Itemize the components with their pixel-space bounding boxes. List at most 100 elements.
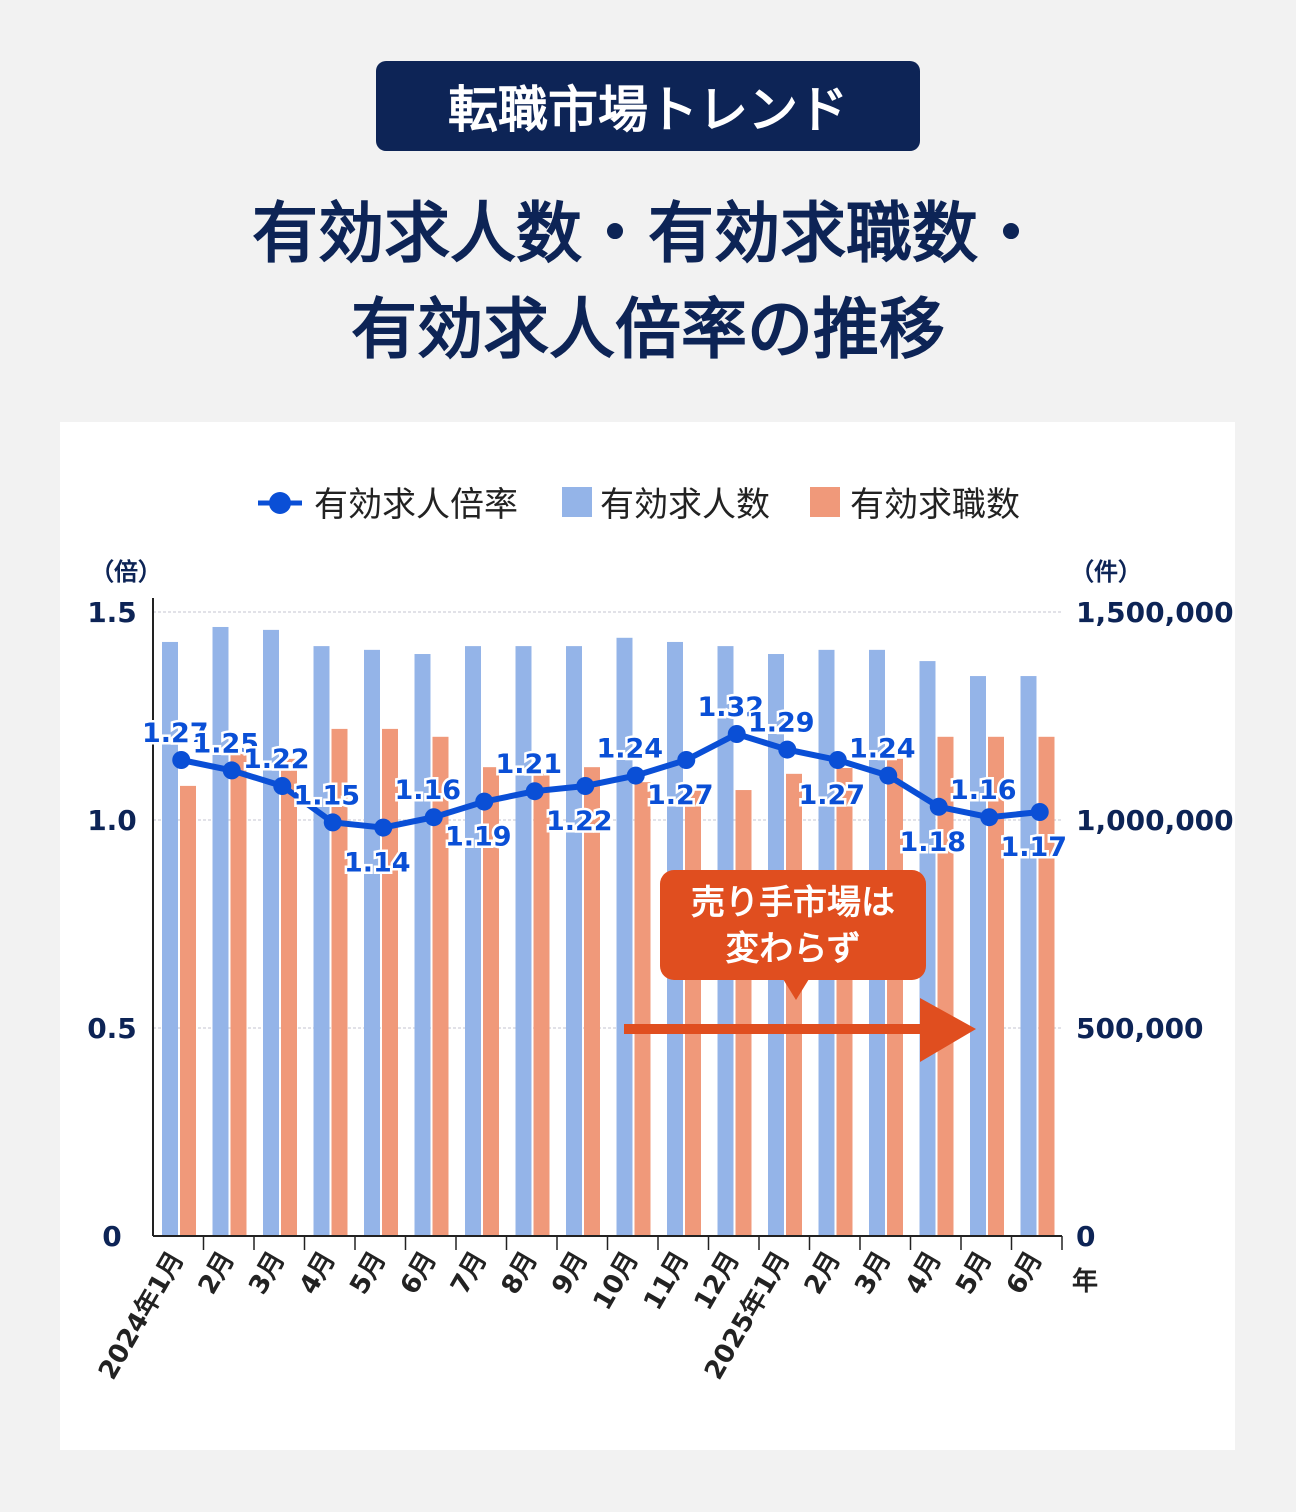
- legend-swatch: [810, 487, 840, 517]
- bar-kyushoku: [735, 790, 752, 1236]
- ratio-data-label: 1.17: [1000, 832, 1067, 863]
- bar-kyushoku: [483, 767, 499, 1236]
- bar-kyushoku: [584, 767, 600, 1236]
- ratio-point: [424, 808, 443, 827]
- ratio-data-label: 1.32: [697, 692, 764, 723]
- left-tick-label: 1.5: [87, 596, 137, 629]
- ratio-point: [980, 808, 999, 827]
- x-tick-label: 10月: [588, 1247, 645, 1316]
- ratio-point: [576, 777, 595, 795]
- bar-kyushoku: [180, 785, 196, 1236]
- x-tick-label: 2月: [193, 1247, 241, 1300]
- ratio-data-label: 1.22: [243, 744, 310, 775]
- ratio-line: [180, 730, 1041, 831]
- ratio-point: [525, 782, 544, 801]
- bar-kyushoku: [836, 768, 853, 1236]
- bar-kyujin: [970, 676, 986, 1236]
- bar-kyushoku: [331, 728, 348, 1236]
- x-tick-label: 5月: [950, 1247, 998, 1300]
- x-tick-label: 9月: [546, 1247, 594, 1300]
- bar-kyujin: [313, 646, 330, 1236]
- bar-kyushoku: [1038, 736, 1055, 1236]
- bar-kyujin: [162, 641, 178, 1236]
- ratio-data-label: 1.14: [344, 848, 411, 879]
- right-tick-label: 1,000,000: [1076, 804, 1234, 837]
- bar-kyushoku: [533, 773, 550, 1236]
- right-tick-label: 0: [1076, 1220, 1095, 1253]
- bar-kyujin: [212, 626, 229, 1236]
- bar-kyujin: [364, 649, 380, 1236]
- x-tick-label: 2月: [799, 1247, 847, 1300]
- chart-title-line1: 有効求人数・有効求職数・: [252, 195, 1044, 272]
- left-tick-label: 0.5: [87, 1012, 137, 1045]
- ratio-data-label: 1.25: [192, 728, 259, 759]
- legend-dot-icon: [269, 492, 291, 514]
- left-tick-label: 0: [102, 1220, 121, 1253]
- annotation-box: [660, 870, 926, 980]
- ratio-point: [475, 792, 494, 811]
- x-tick-label: 5月: [344, 1247, 392, 1300]
- ratio-data-label: 1.24: [849, 734, 916, 765]
- bar-kyushoku: [382, 728, 398, 1236]
- x-tick-label: 4月: [294, 1247, 342, 1300]
- arrow-head: [920, 998, 976, 1062]
- annotation-text: 売り手市場は: [691, 883, 895, 923]
- x-tick-label: 11月: [638, 1247, 695, 1316]
- ratio-point: [929, 797, 948, 816]
- ratio-point: [1030, 803, 1049, 821]
- bar-kyujin: [566, 646, 582, 1236]
- legend-label: 有効求職数: [850, 485, 1020, 525]
- bar-kyujin: [414, 654, 431, 1236]
- legend-label: 有効求人倍率: [314, 485, 518, 525]
- x-tick-label: 8月: [496, 1247, 544, 1300]
- ratio-point: [374, 818, 393, 837]
- bar-kyushoku: [685, 788, 701, 1236]
- bar-kyujin: [515, 646, 532, 1236]
- ratio-point: [222, 761, 241, 780]
- left-axis-unit: （倍）: [90, 558, 162, 586]
- annotation-text: 変わらず: [725, 929, 860, 969]
- legend-swatch: [562, 487, 592, 517]
- annotation-pointer: [783, 979, 809, 1000]
- ratio-point: [727, 725, 746, 743]
- x-tick-label: 6月: [1001, 1247, 1049, 1300]
- left-tick-label: 1.0: [87, 804, 137, 837]
- legend-label: 有効求人数: [600, 485, 770, 525]
- right-tick-label: 1,500,000: [1076, 596, 1234, 629]
- bar-kyujin: [263, 629, 279, 1236]
- ratio-point: [828, 751, 847, 769]
- x-tick-label: 2024年1月: [92, 1246, 190, 1385]
- ratio-point: [778, 740, 797, 759]
- x-tick-label: 6月: [395, 1247, 443, 1300]
- x-tick-label: 3月: [243, 1247, 291, 1300]
- bar-kyushoku: [634, 782, 651, 1236]
- ratio-data-label: 1.18: [899, 827, 966, 858]
- bar-kyushoku: [786, 773, 802, 1236]
- bar-kyujin: [465, 646, 481, 1236]
- ratio-point: [273, 777, 292, 795]
- ratio-data-label: 1.27: [798, 780, 865, 811]
- x-tick-label: 7月: [445, 1247, 493, 1300]
- ratio-point: [879, 766, 898, 785]
- arrow-shaft: [624, 1024, 924, 1034]
- bar-kyushoku: [281, 758, 297, 1236]
- bar-kyushoku: [432, 736, 449, 1236]
- ratio-data-label: 1.29: [748, 708, 815, 739]
- bar-kyujin: [616, 637, 633, 1236]
- ratio-data-label: 1.27: [142, 718, 209, 749]
- ratio-data-label: 1.19: [445, 822, 512, 853]
- ratio-data-label: 1.16: [394, 775, 461, 806]
- right-tick-label: 500,000: [1076, 1012, 1204, 1045]
- x-tick-label: 3月: [849, 1247, 897, 1300]
- ratio-data-label: 1.27: [647, 780, 714, 811]
- ratio-point: [323, 813, 342, 832]
- bar-kyujin: [1020, 676, 1037, 1236]
- bar-kyushoku: [937, 736, 954, 1236]
- ratio-point: [172, 751, 191, 769]
- ratio-data-label: 1.15: [293, 780, 360, 811]
- title-badge: 転職市場トレンド: [376, 61, 920, 151]
- ratio-point: [626, 766, 645, 785]
- ratio-data-label: 1.22: [546, 806, 613, 837]
- bar-kyushoku: [988, 736, 1004, 1236]
